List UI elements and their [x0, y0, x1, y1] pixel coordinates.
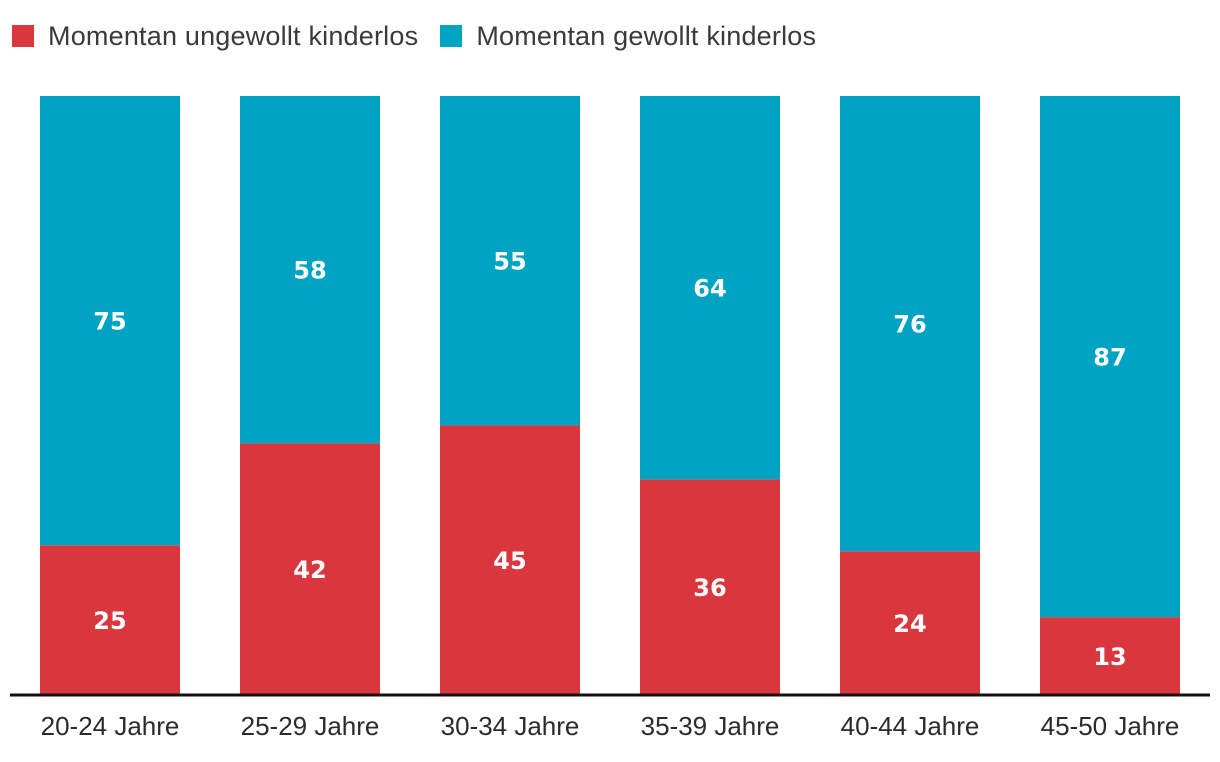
bar-ungewollt-4	[640, 479, 780, 695]
bar-gewollt-1	[40, 96, 180, 546]
legend-label-gewollt: Momentan gewollt kinderlos	[476, 20, 817, 51]
bar-gewollt-6	[1040, 96, 1180, 618]
bar-gewollt-3	[440, 96, 580, 426]
data-label-gewollt-5: 76	[893, 311, 926, 339]
bar-ungewollt-2	[240, 443, 380, 695]
bar-ungewollt-5	[840, 551, 980, 695]
data-label-ungewollt-5: 24	[893, 610, 926, 638]
data-label-gewollt-2: 58	[293, 257, 326, 285]
bar-gewollt-4	[640, 96, 780, 480]
x-tick-label-5: 40-44 Jahre	[841, 711, 980, 741]
x-tick-label-2: 25-29 Jahre	[241, 711, 380, 741]
x-tick-label-6: 45-50 Jahre	[1041, 711, 1180, 741]
x-tick-label-4: 35-39 Jahre	[641, 711, 780, 741]
bar-ungewollt-6	[1040, 617, 1180, 695]
legend-item-ungewollt: Momentan ungewollt kinderlos	[12, 21, 418, 52]
bar-gewollt-2	[240, 96, 380, 444]
data-label-ungewollt-3: 45	[493, 547, 526, 575]
legend-swatch-gewollt	[440, 25, 463, 47]
legend-item-gewollt: Momentan gewollt kinderlos	[440, 21, 816, 52]
bar-gewollt-5	[840, 96, 980, 552]
legend-swatch-ungewollt	[12, 25, 34, 47]
data-label-ungewollt-4: 36	[693, 574, 726, 602]
data-label-ungewollt-6: 13	[1093, 643, 1126, 671]
legend: Momentan ungewollt kinderlos Momentan ge…	[12, 20, 838, 52]
data-label-gewollt-6: 87	[1093, 344, 1126, 372]
data-label-gewollt-1: 75	[93, 308, 126, 336]
legend-label-ungewollt: Momentan ungewollt kinderlos	[48, 20, 419, 51]
bar-ungewollt-3	[440, 425, 580, 695]
data-label-ungewollt-2: 42	[293, 556, 326, 584]
data-label-ungewollt-1: 25	[93, 607, 126, 635]
data-label-gewollt-3: 55	[493, 248, 526, 276]
bar-ungewollt-1	[40, 545, 180, 695]
x-tick-label-3: 30-34 Jahre	[441, 711, 580, 741]
data-label-gewollt-4: 64	[693, 275, 726, 303]
x-tick-label-1: 20-24 Jahre	[41, 711, 180, 741]
